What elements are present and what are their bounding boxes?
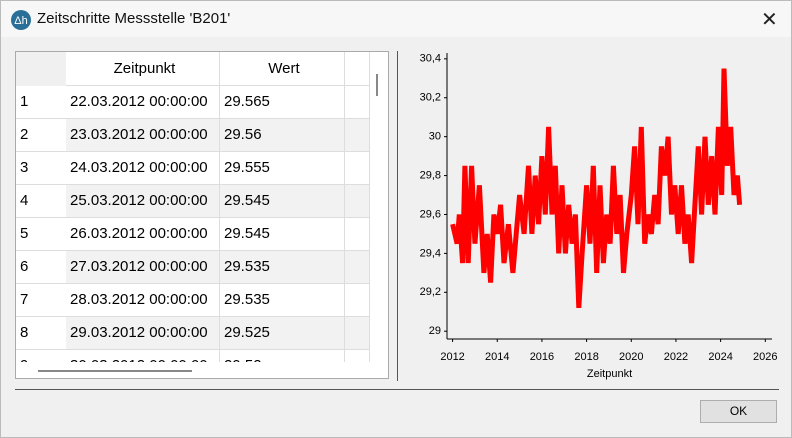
row-number[interactable]: 1 xyxy=(16,86,66,119)
table-cell[interactable]: 26.03.2012 00:00:00 xyxy=(66,218,220,251)
row-filler xyxy=(345,251,370,284)
window-title: Zeitschritte Messstelle 'B201' xyxy=(37,10,231,27)
table-cell[interactable]: 28.03.2012 00:00:00 xyxy=(66,284,220,317)
table-cell[interactable]: 22.03.2012 00:00:00 xyxy=(66,86,220,119)
ok-button[interactable]: OK xyxy=(700,400,777,423)
table-cell[interactable]: 29.03.2012 00:00:00 xyxy=(66,317,220,350)
y-tick-label: 29 xyxy=(429,325,441,337)
h-scroll-thumb xyxy=(38,370,192,372)
row-number[interactable]: 4 xyxy=(16,185,66,218)
x-tick-label: 2014 xyxy=(485,351,509,363)
row-filler xyxy=(345,152,370,185)
row-filler xyxy=(345,284,370,317)
h-scrollbar xyxy=(16,362,388,378)
x-tick-label: 2016 xyxy=(530,351,554,363)
row-filler xyxy=(345,185,370,218)
y-tick-label: 29,8 xyxy=(420,169,441,181)
column-header[interactable]: Wert xyxy=(220,52,345,86)
header-corner xyxy=(16,52,66,86)
table-cell[interactable]: 29.545 xyxy=(220,185,345,218)
row-number[interactable]: 2 xyxy=(16,119,66,152)
x-tick-label: 2012 xyxy=(440,351,464,363)
table-cell[interactable]: 29.565 xyxy=(220,86,345,119)
chart: 29 29,2 29,4 29,6 29,8 30 30,2 30,4 2012 2014 2016… xyxy=(420,53,778,380)
row-number[interactable]: 8 xyxy=(16,317,66,350)
row-filler xyxy=(345,218,370,251)
table-cell[interactable]: 29.535 xyxy=(220,284,345,317)
svg-text:Δh: Δh xyxy=(14,15,27,27)
row-number[interactable]: 7 xyxy=(16,284,66,317)
data-table: Zeitpunkt Wert 1 22.03.2012 00:00:00 29.565 2… xyxy=(15,51,389,379)
y-tick-label: 29,2 xyxy=(420,286,441,298)
close-button[interactable]: ✕ xyxy=(761,9,778,31)
row-filler xyxy=(345,86,370,119)
x-tick-label: 2026 xyxy=(753,351,777,363)
table-cell[interactable]: 24.03.2012 00:00:00 xyxy=(66,152,220,185)
table-cell[interactable]: 29.535 xyxy=(220,251,345,284)
row-number[interactable]: 5 xyxy=(16,218,66,251)
data-line xyxy=(450,68,743,309)
y-tick-label: 30,4 xyxy=(420,53,441,65)
table-cell[interactable]: 27.03.2012 00:00:00 xyxy=(66,251,220,284)
row-filler xyxy=(345,119,370,152)
table-cell[interactable]: 29.56 xyxy=(220,119,345,152)
y-tick-label: 30 xyxy=(429,131,441,143)
row-number[interactable]: 6 xyxy=(16,251,66,284)
row-filler xyxy=(345,317,370,350)
x-tick-label: 2020 xyxy=(619,351,643,363)
x-tick-label: 2022 xyxy=(664,351,688,363)
table-cell[interactable]: 29.545 xyxy=(220,218,345,251)
table-cell[interactable]: 29.525 xyxy=(220,317,345,350)
x-axis-label: Zeitpunkt xyxy=(587,368,632,380)
row-number[interactable]: 3 xyxy=(16,152,66,185)
v-scrollbar xyxy=(370,52,388,362)
table-cell[interactable]: 25.03.2012 00:00:00 xyxy=(66,185,220,218)
separator xyxy=(15,389,779,390)
table-cell[interactable]: 23.03.2012 00:00:00 xyxy=(66,119,220,152)
title-bar: Δh Zeitschritte Messstelle 'B201' ✕ xyxy=(1,1,791,37)
x-tick-label: 2024 xyxy=(708,351,732,363)
x-tick-label: 2018 xyxy=(574,351,598,363)
y-tick-label: 29,4 xyxy=(420,247,441,259)
column-header[interactable]: Zeitpunkt xyxy=(66,52,220,86)
v-scroll-thumb xyxy=(376,74,378,96)
y-tick-label: 30,2 xyxy=(420,92,441,104)
header-filler xyxy=(345,52,370,86)
separator xyxy=(397,51,398,381)
app-icon: Δh xyxy=(11,10,31,30)
y-tick-label: 29,6 xyxy=(420,208,441,220)
table-cell[interactable]: 29.555 xyxy=(220,152,345,185)
